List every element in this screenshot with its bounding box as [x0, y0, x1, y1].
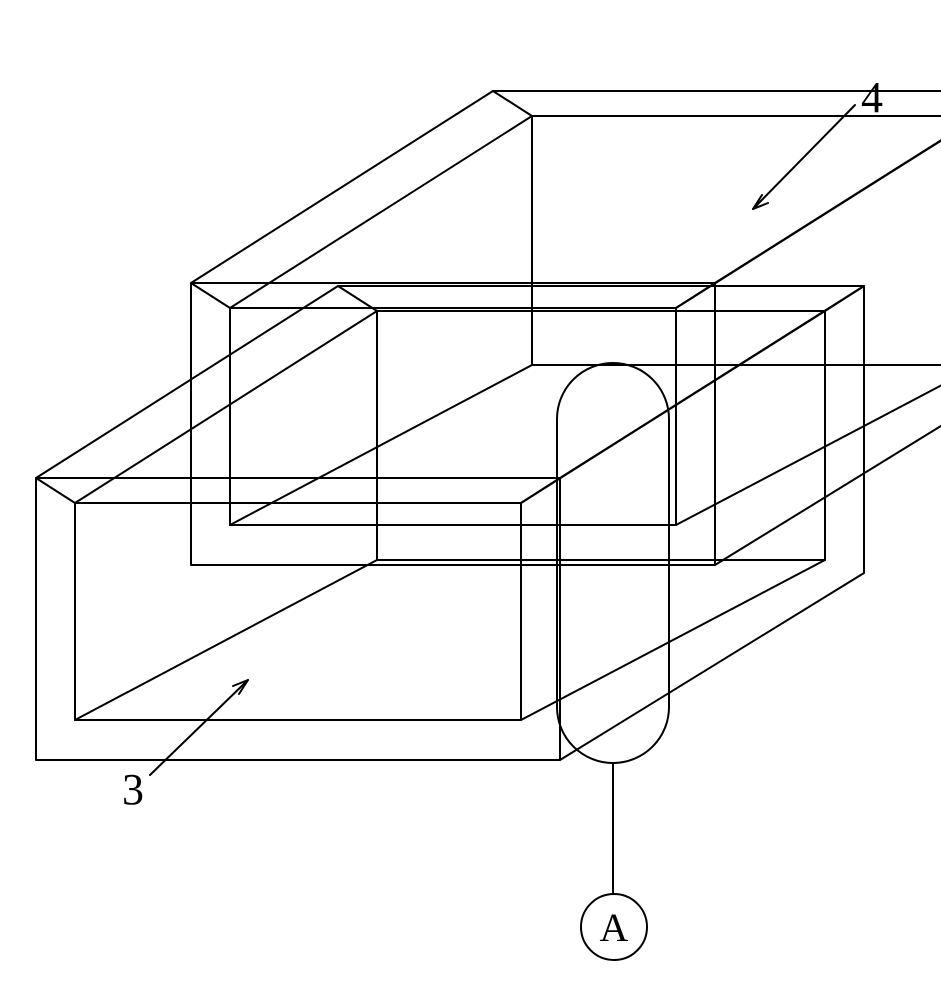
diagram-canvas — [0, 0, 941, 1000]
label-4: 4 — [861, 72, 883, 123]
callout-a: A — [580, 893, 648, 961]
label-3: 3 — [122, 764, 144, 815]
callout-a-text: A — [600, 904, 629, 951]
